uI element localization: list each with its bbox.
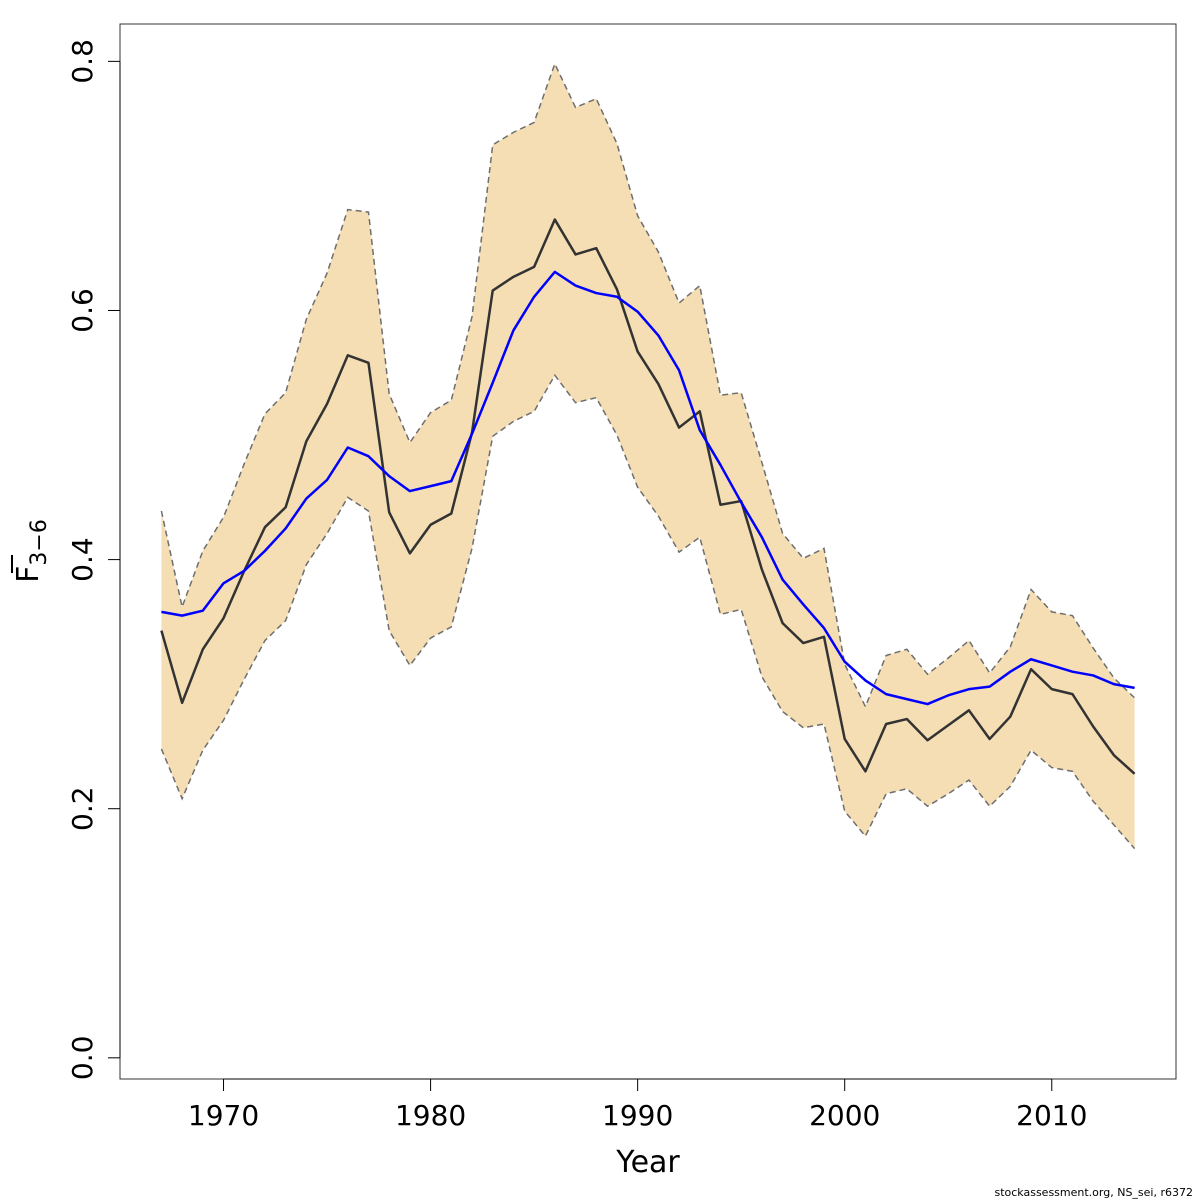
x-tick-label: 1970 xyxy=(188,1099,259,1132)
y-tick-label: 0.6 xyxy=(66,288,99,333)
y-axis: 0.0 0.2 0.4 0.6 0.8 xyxy=(66,39,121,1081)
x-tick-label: 1980 xyxy=(395,1099,466,1132)
y-tick-label: 0.8 xyxy=(66,39,99,84)
y-tick-label: 0.0 xyxy=(66,1036,99,1081)
series-line-estimate xyxy=(160,218,1136,775)
x-tick-label: 2000 xyxy=(809,1099,880,1132)
band-lower-edge xyxy=(160,373,1136,850)
band-fill xyxy=(161,63,1135,849)
y-axis-title: F3−6 xyxy=(11,519,52,583)
confidence-band xyxy=(160,61,1136,850)
x-tick-label: 1990 xyxy=(602,1099,673,1132)
x-tick-label: 2010 xyxy=(1016,1099,1087,1132)
series-line-comparison xyxy=(161,270,1135,706)
x-axis: 1970 1980 1990 2000 2010 xyxy=(188,1078,1087,1132)
y-axis-title-main: F xyxy=(11,566,46,583)
y-axis-title-sub: 3−6 xyxy=(27,519,52,565)
x-axis-title: Year xyxy=(615,1145,680,1180)
band-upper-edge xyxy=(160,61,1136,709)
svg-text:F3−6: F3−6 xyxy=(11,519,52,583)
y-tick-label: 0.4 xyxy=(66,537,99,582)
y-tick-label: 0.2 xyxy=(66,786,99,831)
credit-text: stockassessment.org, NS_sei, r6372 xyxy=(994,1186,1193,1199)
series-lines xyxy=(160,218,1136,775)
